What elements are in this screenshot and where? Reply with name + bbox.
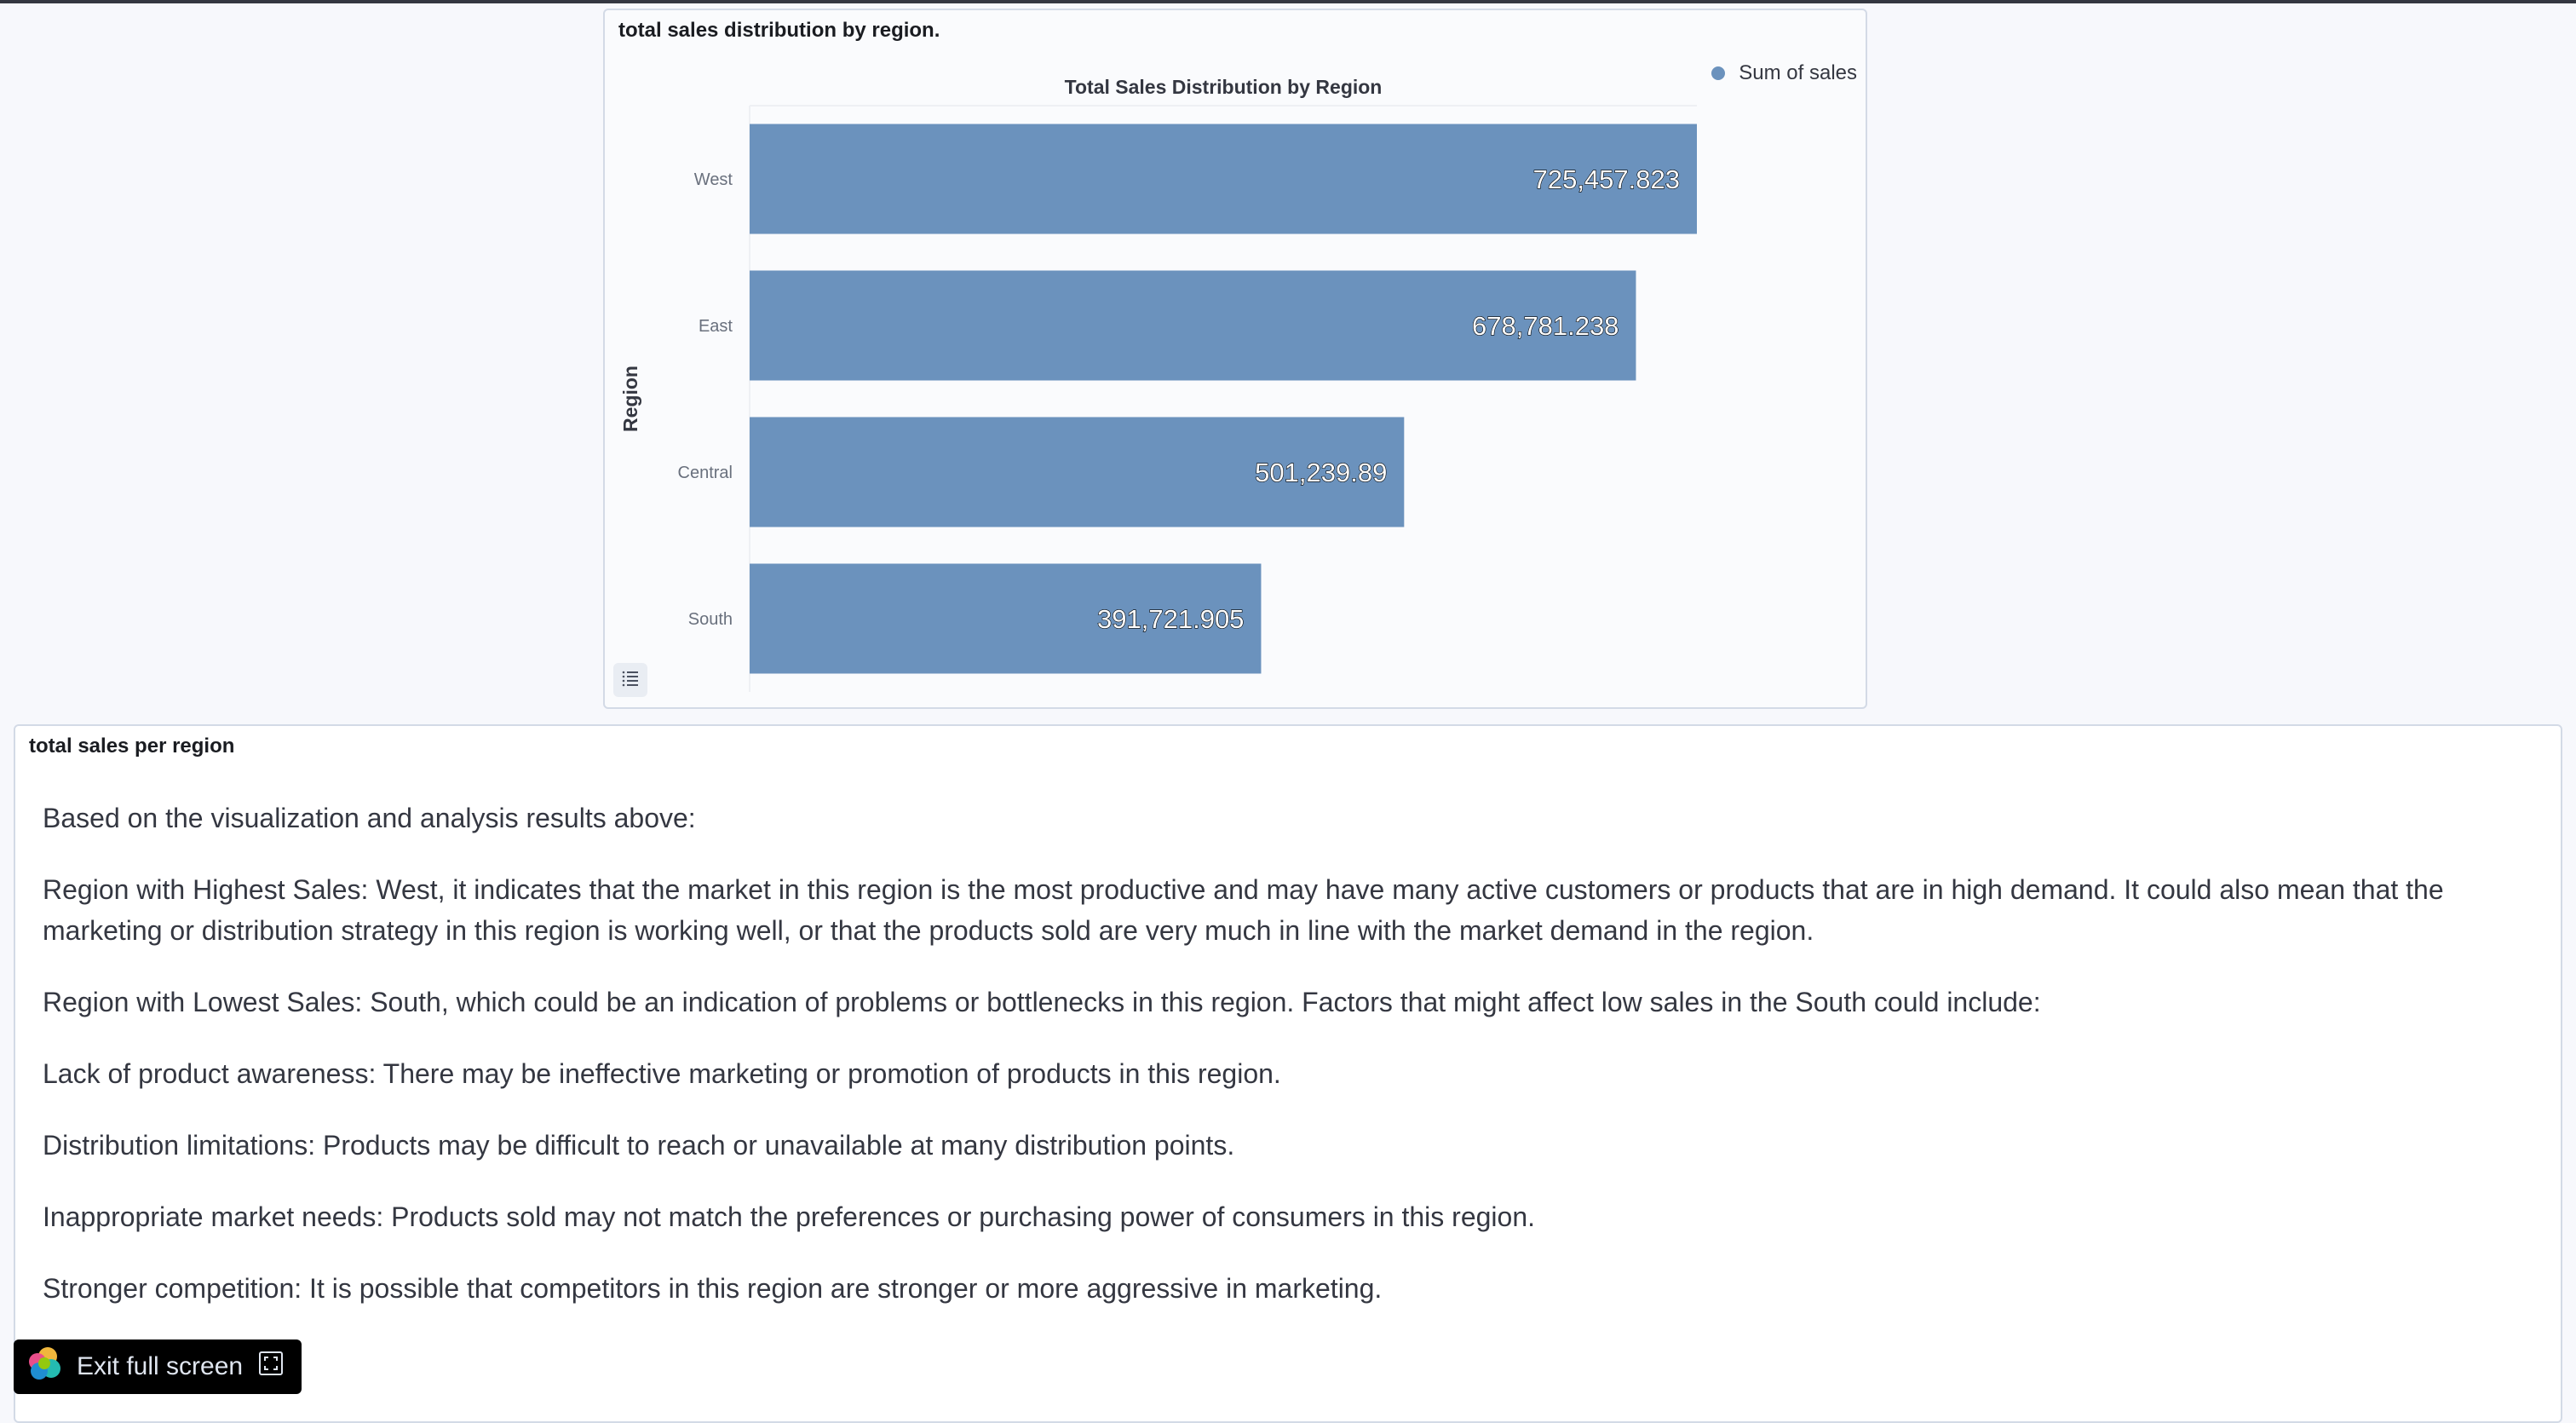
analysis-paragraph: Stronger competition: It is possible tha… (43, 1273, 1383, 1304)
analysis-panel: total sales per region Based on the visu… (14, 724, 2562, 1423)
bar-value-label: 501,239.89 (1255, 458, 1387, 487)
analysis-paragraph: Region with Highest Sales: West, it indi… (43, 874, 2444, 946)
chart-title: Total Sales Distribution by Region (1065, 76, 1383, 98)
exit-fullscreen-label: Exit full screen (77, 1352, 244, 1380)
chart-legend[interactable]: Sum of sales (1711, 61, 1857, 85)
category-tick-label: West (694, 170, 733, 189)
bar (750, 417, 1405, 527)
y-axis-label: Region (619, 366, 641, 432)
analysis-text: Based on the visualization and analysis … (43, 798, 2530, 1339)
analysis-paragraph: Region with Lowest Sales: South, which c… (43, 987, 2041, 1017)
chart-panel: total sales distribution by region. Tota… (603, 9, 1867, 709)
bar (750, 124, 1697, 234)
legend-dot (1711, 66, 1726, 80)
category-tick-label: East (699, 317, 733, 336)
exit-fullscreen-button[interactable]: Exit full screen (14, 1339, 302, 1394)
elastic-logo-icon (26, 1345, 63, 1389)
fullscreen-exit-icon (258, 1351, 284, 1383)
analysis-paragraph: Inappropriate market needs: Products sol… (43, 1201, 1536, 1232)
analysis-paragraph: Distribution limitations: Products may b… (43, 1130, 1235, 1161)
top-border (0, 0, 2576, 3)
legend-label: Sum of sales (1739, 61, 1857, 84)
bar (750, 270, 1636, 381)
category-tick-label: South (688, 610, 733, 629)
bar-value-label: 391,721.905 (1097, 604, 1244, 634)
bar-value-label: 725,457.823 (1533, 164, 1680, 194)
analysis-paragraph: Based on the visualization and analysis … (43, 803, 696, 833)
legend-toggle-button[interactable] (613, 663, 647, 697)
bar-value-label: 678,781.238 (1472, 311, 1619, 341)
list-icon (620, 668, 641, 693)
analysis-panel-title: total sales per region (29, 735, 235, 758)
bar-chart: Total Sales Distribution by Region Region… (619, 76, 1697, 692)
chart-panel-title: total sales distribution by region. (618, 19, 940, 42)
category-tick-label: Central (678, 464, 733, 482)
bar (750, 563, 1262, 674)
analysis-paragraph: Lack of product awareness: There may be … (43, 1058, 1281, 1089)
